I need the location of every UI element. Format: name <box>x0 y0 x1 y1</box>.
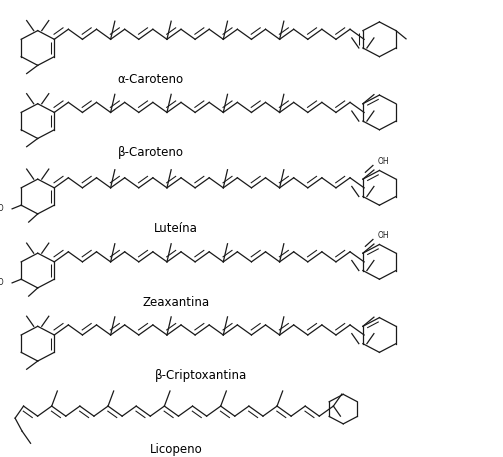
Text: Licopeno: Licopeno <box>150 443 202 456</box>
Text: OH: OH <box>378 157 390 166</box>
Text: HO: HO <box>0 204 5 213</box>
Text: HO: HO <box>0 278 5 287</box>
Text: OH: OH <box>378 231 390 240</box>
Text: β-Caroteno: β-Caroteno <box>118 146 184 159</box>
Text: α-Caroteno: α-Caroteno <box>118 73 184 86</box>
Text: β-Criptoxantina: β-Criptoxantina <box>155 369 247 382</box>
Text: Zeaxantina: Zeaxantina <box>142 296 210 308</box>
Text: Luteína: Luteína <box>154 222 198 234</box>
